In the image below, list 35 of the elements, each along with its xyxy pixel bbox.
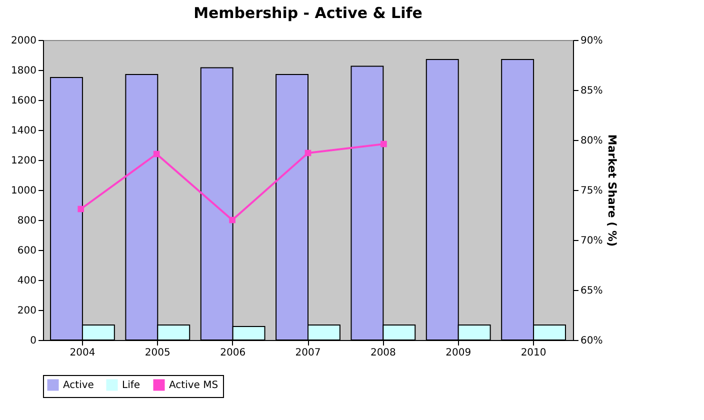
point	[380, 140, 387, 148]
y-tick-label: 1800	[11, 66, 36, 76]
x-tick-label: 2009	[446, 348, 472, 358]
y-tick-label: 2000	[11, 36, 36, 46]
point	[153, 150, 160, 158]
y2-tick-label: 60%	[580, 336, 603, 346]
y2-tick-label: 70%	[580, 236, 603, 246]
y-tick-label: 0	[30, 336, 36, 346]
y-tick-label: 800	[17, 216, 36, 226]
y-tick-label: 1400	[11, 126, 36, 136]
point	[78, 206, 84, 212]
y2-axis-title: Market Share ( %)	[606, 134, 619, 247]
x-tick-label: 2006	[220, 348, 246, 358]
y-tick-label: 200	[17, 306, 36, 316]
point	[304, 150, 312, 156]
point	[229, 216, 236, 224]
y-tick-label: 400	[17, 276, 36, 286]
y2-tick-label: 65%	[580, 286, 603, 296]
x-tick-label: 2004	[70, 348, 96, 358]
x-tick-label: 2008	[370, 348, 396, 358]
y2-tick-label: 80%	[580, 136, 603, 146]
y-tick-label: 1600	[11, 96, 36, 106]
legend-label: Active MS	[169, 380, 218, 391]
y2-tick-label: 85%	[580, 86, 603, 96]
legend-label: Active	[63, 380, 94, 391]
x-tick-label: 2010	[520, 348, 546, 358]
y2-tick-label: 90%	[580, 36, 603, 46]
x-tick-label: 2007	[295, 348, 321, 358]
x-tick-label: 2005	[144, 348, 170, 358]
y-tick-label: 1200	[11, 156, 36, 166]
y-tick-label: 600	[17, 246, 36, 256]
y2-tick-label: 75%	[580, 186, 603, 196]
y-tick-label: 1000	[11, 186, 36, 196]
chart-title: Membership - Active & Life	[194, 4, 422, 22]
legend-label: Life	[122, 380, 140, 391]
